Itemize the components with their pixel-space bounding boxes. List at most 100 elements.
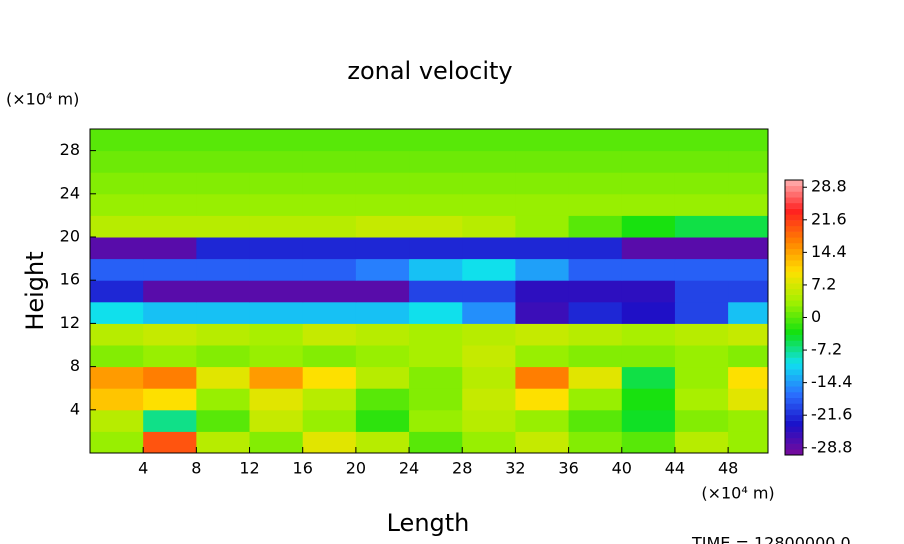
contour-cell: [568, 193, 623, 216]
colorbar-swatch: [785, 277, 803, 284]
contour-cell: [674, 258, 729, 281]
colorbar-swatch: [785, 248, 803, 255]
contour-cell: [621, 215, 676, 238]
contour-cell: [302, 409, 357, 432]
contour-cell: [302, 150, 357, 173]
colorbar-swatch: [785, 214, 803, 221]
contour-cell: [409, 366, 463, 389]
contour-cell: [674, 172, 729, 195]
contour-cell: [621, 193, 676, 216]
contour-cell: [621, 388, 676, 411]
y-tick-label: 20: [60, 227, 80, 246]
contour-cell: [462, 345, 516, 368]
contour-cell: [355, 258, 410, 281]
contour-cell: [302, 280, 357, 303]
contour-cell: [728, 366, 768, 389]
colorbar-swatch: [785, 283, 803, 290]
contour-cell: [90, 388, 144, 411]
contour-cell: [302, 237, 357, 260]
colorbar-tick-label: 21.6: [811, 209, 847, 228]
contour-cell: [728, 193, 768, 216]
contour-cell: [409, 150, 463, 173]
contour-cell: [568, 431, 623, 453]
contour-cell: [302, 323, 357, 346]
colorbar-swatch: [785, 449, 803, 456]
contour-cell: [249, 409, 304, 432]
contour-cell: [90, 150, 144, 173]
contour-cell: [515, 193, 570, 216]
x-tick-label: 12: [239, 459, 259, 478]
contour-cell: [302, 258, 357, 281]
contour-cell: [196, 323, 251, 346]
colorbar-swatch: [785, 225, 803, 232]
contour-cell: [355, 237, 410, 260]
colorbar-swatch: [785, 409, 803, 416]
contour-cell: [515, 150, 570, 173]
colorbar-swatch: [785, 323, 803, 330]
y-tick-label: 24: [60, 183, 80, 202]
x-tick-label: 24: [399, 459, 419, 478]
contour-cell: [462, 258, 516, 281]
y-tick-label: 8: [70, 356, 80, 375]
colorbar-swatch: [785, 374, 803, 381]
y-axis-label: Height: [21, 251, 49, 330]
colorbar-swatch: [785, 254, 803, 261]
contour-cell: [409, 215, 463, 238]
contour-cell: [462, 280, 516, 303]
contour-cell: [515, 172, 570, 195]
contour-cell: [249, 237, 304, 260]
y-unit: (×10⁴ m): [6, 90, 79, 109]
contour-cell: [355, 301, 410, 324]
contour-cell: [728, 388, 768, 411]
contour-cell: [143, 129, 197, 152]
contour-cell: [568, 345, 623, 368]
contour-cell: [462, 323, 516, 346]
contour-cell: [196, 345, 251, 368]
contour-cell: [728, 150, 768, 173]
contour-cell: [143, 431, 197, 453]
contour-cell: [621, 345, 676, 368]
colorbar-swatch: [785, 426, 803, 433]
contour-cell: [674, 150, 729, 173]
colorbar-swatch: [785, 197, 803, 204]
contour-cell: [728, 431, 768, 453]
contour-cell: [90, 431, 144, 453]
contour-cell: [90, 237, 144, 260]
contour-cell: [515, 280, 570, 303]
contour-cell: [728, 129, 768, 152]
colorbar: 28.8 21.6 14.4 7.2 0 -7.2 -14.4 -21.6 -28.8: [784, 177, 852, 456]
contour-cell: [674, 301, 729, 324]
x-tick-label: 4: [138, 459, 148, 478]
colorbar-swatch: [785, 243, 803, 250]
contour-cell: [515, 431, 570, 453]
contour-cell: [409, 345, 463, 368]
contour-cell: [143, 215, 197, 238]
contour-cell: [728, 280, 768, 303]
x-tick-label: 36: [558, 459, 578, 478]
contour-cell: [462, 237, 516, 260]
colorbar-swatch: [785, 351, 803, 358]
contour-cell: [249, 280, 304, 303]
contour-cell: [568, 409, 623, 432]
colorbar-tick-label: -7.2: [811, 340, 842, 359]
colorbar-tick-label: 7.2: [811, 274, 836, 293]
colorbar-swatch: [785, 288, 803, 295]
contour-cell: [621, 172, 676, 195]
contour-cell: [515, 409, 570, 432]
colorbar-swatch: [785, 443, 803, 450]
contour-cell: [409, 129, 463, 152]
x-tick-label: 8: [191, 459, 201, 478]
contour-cell: [90, 366, 144, 389]
contour-cell: [249, 172, 304, 195]
colorbar-swatch: [785, 328, 803, 335]
contour-cell: [90, 215, 144, 238]
contour-cell: [462, 129, 516, 152]
colorbar-swatch: [785, 363, 803, 370]
contour-cell: [90, 172, 144, 195]
colorbar-swatch: [785, 386, 803, 393]
colorbar-swatch: [785, 334, 803, 341]
contour-cell: [728, 345, 768, 368]
colorbar-swatch: [785, 300, 803, 307]
contour-cell: [409, 409, 463, 432]
contour-cell: [196, 129, 251, 152]
